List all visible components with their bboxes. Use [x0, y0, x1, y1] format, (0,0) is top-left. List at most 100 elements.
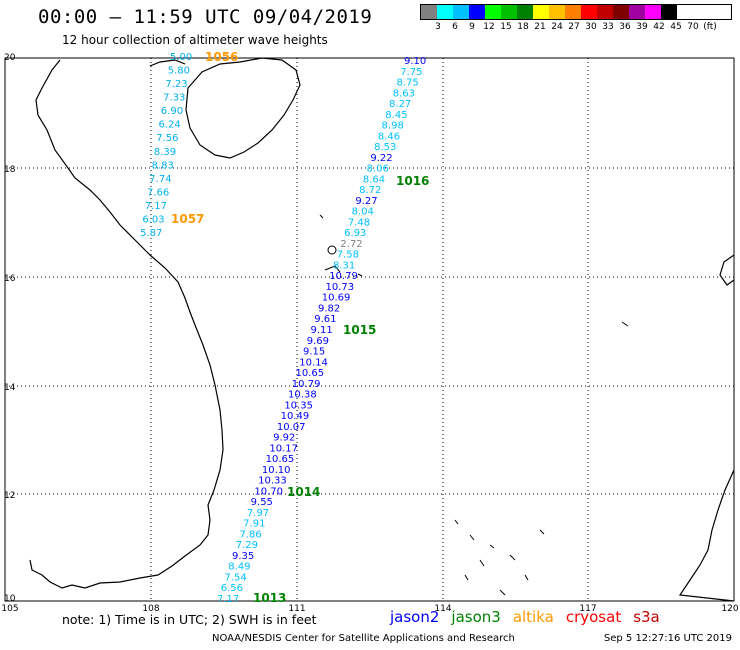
colorbar-tick-label: 45 [670, 22, 682, 32]
swh-value: 10.65 [266, 454, 295, 465]
swh-value: 8.27 [389, 99, 411, 110]
swh-value: 5.80 [168, 66, 190, 77]
colorbar-tick-label: 70 [687, 22, 699, 32]
colorbar-swatch [629, 5, 645, 19]
pass-number-labels: 1056 1057 1016 1015 1014 1013 [171, 50, 429, 605]
colorbar-swatch [453, 5, 469, 19]
colorbar-tick-label: 18 [517, 22, 529, 32]
swh-value: 10.33 [258, 476, 287, 487]
swh-value: 10.69 [322, 293, 351, 304]
colorbar-swatch [565, 5, 581, 19]
swh-value: 7.48 [348, 217, 370, 228]
colorbar-swatch [661, 5, 677, 19]
colorbar-tick-label: 9 [469, 22, 475, 32]
colorbar-tick-label: 36 [619, 22, 631, 32]
swh-value: 9.55 [251, 497, 273, 508]
longitude-label: 117 [579, 604, 596, 614]
swh-value: 6.03 [142, 214, 164, 225]
swh-value: 7.97 [247, 508, 269, 519]
swh-value: 10.70 [254, 486, 283, 497]
latitude-label: 18 [4, 165, 16, 175]
swh-value: 10.17 [269, 443, 298, 454]
longitude-label: 108 [142, 604, 159, 614]
swh-value: 10.79 [329, 271, 358, 282]
latitude-label: 10 [4, 594, 16, 604]
colorbar-swatch [501, 5, 517, 19]
palawan-coastline [678, 469, 735, 602]
colorbar-tick-label: 39 [636, 22, 648, 32]
colorbar-tick-label: 24 [551, 22, 563, 32]
colorbar-tick-label: (ft) [703, 22, 717, 32]
swh-value: 7.66 [147, 187, 169, 198]
swh-value: 7.74 [149, 174, 171, 185]
swh-value: 6.24 [159, 120, 181, 131]
latitude-label: 12 [4, 491, 15, 501]
spratly-islands [454, 519, 545, 596]
gulf-of-tonkin-coast [149, 59, 186, 67]
swh-value: 8.49 [228, 562, 250, 573]
swh-value: 8.06 [367, 164, 389, 175]
swh-value: 10.07 [277, 422, 306, 433]
swh-value: 5.00 [170, 52, 192, 63]
colorbar-swatch [645, 5, 661, 19]
colorbar-swatch [613, 5, 629, 19]
swh-value: 7.17 [145, 201, 167, 212]
swh-value: 7.23 [165, 79, 187, 90]
swh-value: 10.10 [262, 465, 291, 476]
latitude-label: 20 [4, 53, 16, 63]
swh-value: 10.38 [288, 390, 317, 401]
swh-value: 10.65 [296, 368, 325, 379]
colorbar-tick-label: 15 [500, 22, 512, 32]
colorbar-tick-label: 33 [602, 22, 614, 32]
swh-value: 8.31 [333, 260, 355, 271]
colorbar-tick-label: 21 [534, 22, 546, 32]
east-track-values: 9.107.758.758.638.278.458.988.468.539.22… [217, 56, 426, 605]
swh-value: 8.46 [378, 131, 400, 142]
swh-value: 5.87 [140, 228, 162, 239]
longitude-label: 120 [721, 604, 738, 614]
swh-value: 9.92 [273, 433, 295, 444]
swh-value: 7.29 [236, 540, 258, 551]
credit-text: NOAA/NESDIS Center for Satellite Applica… [212, 633, 515, 644]
colorbar-tick-label: 6 [452, 22, 458, 32]
colorbar-swatch [581, 5, 597, 19]
satellite-legend-item: jason3 [451, 608, 501, 626]
swh-value: 9.61 [314, 314, 336, 325]
colorbar-swatch [533, 5, 549, 19]
colorbar-swatches [420, 4, 732, 20]
hainan-island [185, 57, 301, 159]
pass-number-label: 1015 [343, 323, 376, 337]
colorbar-labels: 3 6 9 12 15 18 21 24 27 30 33 36 39 42 45 70 (ft) [420, 20, 732, 32]
swh-value: 10.73 [325, 282, 354, 293]
colorbar-tick-label: 42 [653, 22, 665, 32]
satellite-legend-item: cryosat [565, 608, 622, 626]
swh-value: 7.54 [224, 572, 246, 583]
swh-value: 8.39 [154, 147, 176, 158]
latitude-labels: 20 18 16 14 12 10 [4, 53, 16, 604]
mindoro-fragment [621, 321, 629, 327]
west-track-values: 5.00 5.80 7.23 7.33 6.90 6.24 7.56 8.39 8.83 7.74… [140, 52, 192, 239]
pass-number-label: 1013 [253, 591, 286, 605]
swh-value: 10.49 [281, 411, 310, 422]
colorbar-swatch [469, 5, 485, 19]
longitude-labels: 105 108 111 114 117 120 [1, 604, 738, 614]
colorbar-tick-label: 30 [585, 22, 597, 32]
paracel-islands [319, 214, 363, 277]
swh-value: 6.56 [221, 583, 243, 594]
swh-value: 9.35 [232, 551, 254, 562]
swh-value: 7.17 [217, 594, 239, 605]
longitude-label: 114 [434, 604, 451, 614]
latitude-label: 14 [4, 383, 16, 393]
latitude-label: 16 [4, 274, 16, 284]
colorbar-swatch [485, 5, 501, 19]
swh-value: 8.63 [393, 88, 415, 99]
swh-value: 8.83 [152, 160, 174, 171]
longitude-label: 111 [288, 604, 305, 614]
swh-value: 8.75 [397, 78, 419, 89]
colorbar-tick-label: 12 [483, 22, 495, 32]
swh-value: 7.86 [239, 529, 261, 540]
pass-number-label: 1057 [171, 212, 204, 226]
longitude-label: 105 [1, 604, 18, 614]
swh-value: 6.90 [161, 106, 183, 117]
